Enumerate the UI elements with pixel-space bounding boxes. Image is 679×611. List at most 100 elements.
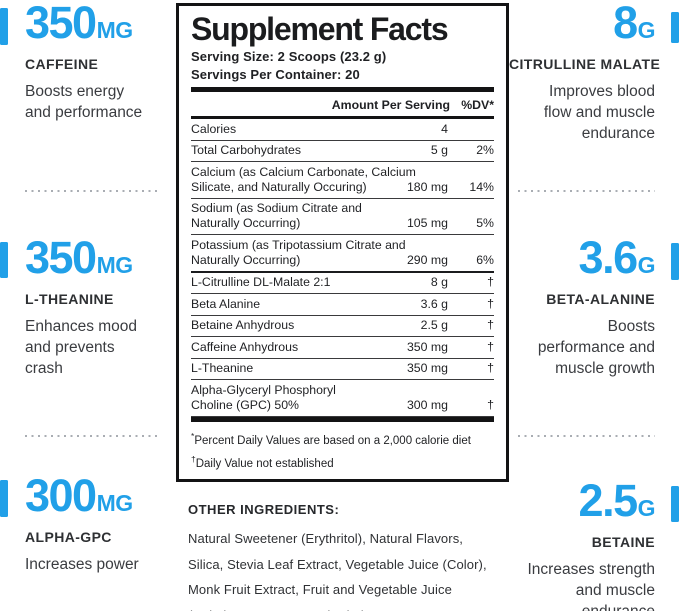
row-amount: 300 mg: [406, 397, 448, 412]
panel-title: Supplement Facts: [191, 11, 449, 47]
center-column: Supplement Facts Serving Size: 2 Scoops …: [176, 3, 509, 611]
row-label: Caffeine Anhydrous: [191, 339, 299, 354]
stat-amount: 3.6G: [509, 235, 656, 285]
row-amount: 5 g: [430, 143, 448, 157]
stat-description: Enhances mood and prevents crash: [25, 318, 138, 377]
accent-bar-beta-alanine: [671, 243, 679, 280]
facts-row-sodium: Sodium (as Sodium Citrate and Naturally …: [191, 199, 494, 235]
medium-rule: [191, 116, 494, 119]
stat-value: 2.5: [578, 475, 639, 526]
stat-alpha-gpc: 300MG ALPHA-GPC Increases power: [25, 473, 161, 575]
dagger-symbol: †: [191, 454, 196, 465]
row-amount: 180 mg: [406, 179, 448, 194]
accent-bar-alpha-gpc: [0, 480, 8, 517]
stat-betaine: 2.5G BETAINE Increases strength and musc…: [509, 478, 656, 611]
footnote-daily-values: *Percent Daily Values are based on a 2,0…: [191, 425, 494, 449]
divider-right-2: [518, 435, 655, 437]
stat-value: 3.6: [578, 232, 639, 283]
stat-description: Boosts energy and performance: [25, 83, 143, 121]
footnote-text: Percent Daily Values are based on a 2,00…: [194, 434, 471, 447]
facts-row-beta-alanine: Beta Alanine 3.6 g †: [191, 294, 494, 316]
row-amount: 350 mg: [406, 339, 448, 354]
amount-column-header: Amount Per Serving: [331, 98, 450, 112]
stat-amount: 300MG: [25, 473, 161, 523]
stat-amount: 350MG: [25, 235, 161, 285]
stat-description: Increases strength and muscle endurance: [527, 561, 655, 611]
servings-per-container: Servings Per Container: 20: [191, 66, 360, 82]
row-dv: †: [487, 339, 494, 354]
row-label: Calories: [191, 121, 237, 136]
accent-bar-caffeine: [0, 8, 8, 45]
facts-row-betaine-anhydrous: Betaine Anhydrous 2.5 g †: [191, 316, 494, 337]
supplement-facts-panel: Supplement Facts Serving Size: 2 Scoops …: [176, 3, 509, 483]
stat-l-theanine: 350MG L-THEANINE Enhances mood and preve…: [25, 235, 161, 379]
stat-caffeine: 350MG CAFFEINE Boosts energy and perform…: [25, 0, 161, 123]
row-dv: †: [487, 275, 494, 289]
row-label: Sodium (as Sodium Citrate and Naturally …: [191, 201, 362, 230]
stat-value: 350: [25, 0, 97, 48]
asterisk-symbol: *: [191, 430, 195, 441]
facts-row-potassium: Potassium (as Tripotassium Citrate and N…: [191, 235, 494, 273]
divider-left-1: [25, 190, 160, 192]
serving-size: Serving Size: 2 Scoops (23.2 g): [191, 49, 387, 64]
dv-column-header: %DV*: [461, 98, 494, 112]
thick-rule: [191, 87, 494, 92]
row-dv: 5%: [476, 216, 494, 230]
accent-bar-l-theanine: [0, 242, 8, 278]
stat-name: CAFFEINE: [25, 56, 99, 72]
stat-name: L-THEANINE: [25, 291, 114, 307]
row-amount: 3.6 g: [420, 296, 448, 311]
facts-row-calories: Calories 4: [191, 119, 494, 141]
stat-value: 8: [613, 0, 638, 48]
thick-rule: [191, 416, 494, 422]
stat-citrulline-malate: 8G CITRULLINE MALATE Improves blood flow…: [509, 0, 660, 144]
row-amount: 8 g: [430, 275, 448, 289]
row-label: Betaine Anhydrous: [191, 318, 295, 332]
stat-unit: G: [637, 495, 656, 521]
stat-name: BETA-ALANINE: [546, 291, 655, 307]
facts-row-l-citrulline: L-Citrulline DL-Malate 2:1 8 g †: [191, 273, 494, 294]
divider-right-1: [518, 190, 655, 192]
row-label: L-Theanine: [191, 361, 254, 375]
row-label: Beta Alanine: [191, 296, 261, 311]
row-label: L-Citrulline DL-Malate 2:1: [191, 275, 331, 289]
footnote-text: Daily Value not established: [195, 458, 334, 471]
stat-name: ALPHA-GPC: [25, 529, 112, 545]
row-amount: 2.5 g: [420, 318, 448, 332]
stat-unit: G: [637, 252, 656, 278]
stat-unit: MG: [96, 17, 134, 43]
stat-description: Boosts performance and muscle growth: [537, 318, 655, 377]
footnote-dv-not-established: †Daily Value not established: [191, 448, 494, 472]
row-amount: 290 mg: [406, 252, 448, 267]
stat-name: BETAINE: [591, 534, 655, 550]
stat-value: 300: [25, 470, 97, 521]
stat-unit: MG: [96, 490, 134, 516]
stat-beta-alanine: 3.6G BETA-ALANINE Boosts performance and…: [509, 235, 656, 379]
stat-unit: G: [637, 17, 656, 43]
divider-left-2: [25, 435, 160, 437]
row-dv: †: [487, 318, 494, 332]
other-ingredients-section: OTHER INGREDIENTS: Natural Sweetener (Er…: [176, 502, 498, 611]
row-label: Total Carbohydrates: [191, 143, 302, 157]
row-label: Alpha-Glyceryl Phosphoryl Choline (GPC) …: [191, 382, 336, 412]
facts-row-calcium: Calcium (as Calcium Carbonate, Calcium S…: [191, 162, 494, 199]
row-amount: 105 mg: [406, 216, 448, 230]
facts-row-alpha-gpc: Alpha-Glyceryl Phosphoryl Choline (GPC) …: [191, 380, 494, 417]
row-amount: 350 mg: [406, 361, 448, 375]
stat-amount: 8G: [509, 0, 656, 50]
row-label: Calcium (as Calcium Carbonate, Calcium S…: [191, 164, 416, 194]
facts-row-caffeine-anhydrous: Caffeine Anhydrous 350 mg †: [191, 337, 494, 359]
accent-bar-citrulline: [671, 12, 679, 43]
stat-amount: 2.5G: [509, 478, 656, 528]
row-dv: †: [487, 397, 494, 412]
facts-header-row: Amount Per Serving %DV*: [191, 95, 494, 116]
row-dv: 2%: [476, 143, 494, 157]
stat-amount: 350MG: [25, 0, 161, 50]
row-dv: †: [487, 296, 494, 311]
stat-description: Improves blood flow and muscle endurance: [543, 83, 655, 142]
other-ingredients-heading: OTHER INGREDIENTS:: [188, 502, 340, 518]
row-dv: †: [487, 361, 494, 375]
row-dv: 6%: [476, 252, 494, 267]
row-label: Potassium (as Tripotassium Citrate and N…: [191, 237, 406, 267]
